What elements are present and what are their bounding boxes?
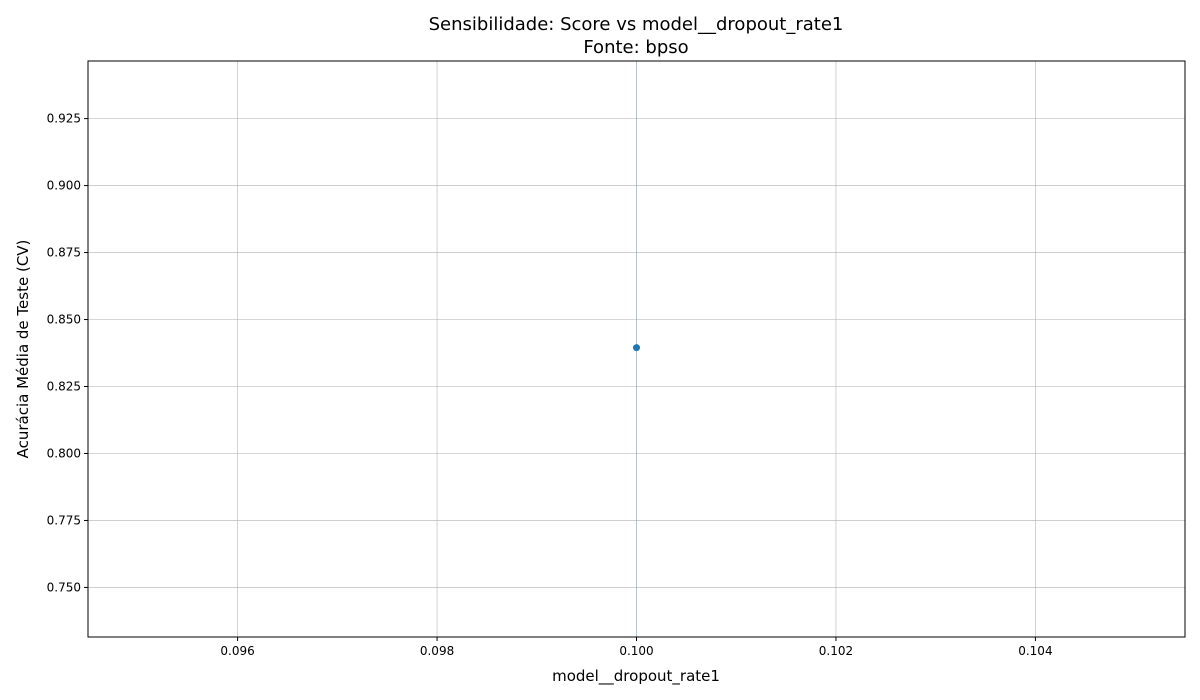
- y-tick-label: 0.925: [47, 112, 81, 126]
- x-tick-label: 0.100: [619, 644, 653, 658]
- x-tick-label: 0.102: [819, 644, 853, 658]
- x-ticks: 0.096 0.098 0.100 0.102 0.104: [220, 637, 1053, 658]
- x-tick-label: 0.096: [220, 644, 254, 658]
- x-tick-label: 0.104: [1018, 644, 1052, 658]
- y-axis-label: Acurácia Média de Teste (CV): [14, 240, 32, 459]
- y-tick-label: 0.750: [47, 580, 81, 594]
- y-ticks: 0.750 0.775 0.800 0.825 0.850 0.875 0.900 0.925: [47, 112, 88, 594]
- data-point: [633, 344, 640, 352]
- y-tick-label: 0.875: [47, 246, 81, 260]
- grid-layer: [88, 61, 1185, 637]
- chart-subtitle: Fonte: bpso: [583, 37, 688, 58]
- y-tick-label: 0.800: [47, 446, 81, 460]
- y-tick-label: 0.775: [47, 513, 81, 527]
- points-layer: [633, 344, 640, 352]
- x-tick-label: 0.098: [420, 644, 454, 658]
- y-tick-label: 0.825: [47, 380, 81, 394]
- chart-title: Sensibilidade: Score vs model__dropout_r…: [429, 14, 844, 35]
- y-tick-label: 0.850: [47, 313, 81, 327]
- y-tick-label: 0.900: [47, 179, 81, 193]
- x-axis-label: model__dropout_rate1: [552, 667, 720, 686]
